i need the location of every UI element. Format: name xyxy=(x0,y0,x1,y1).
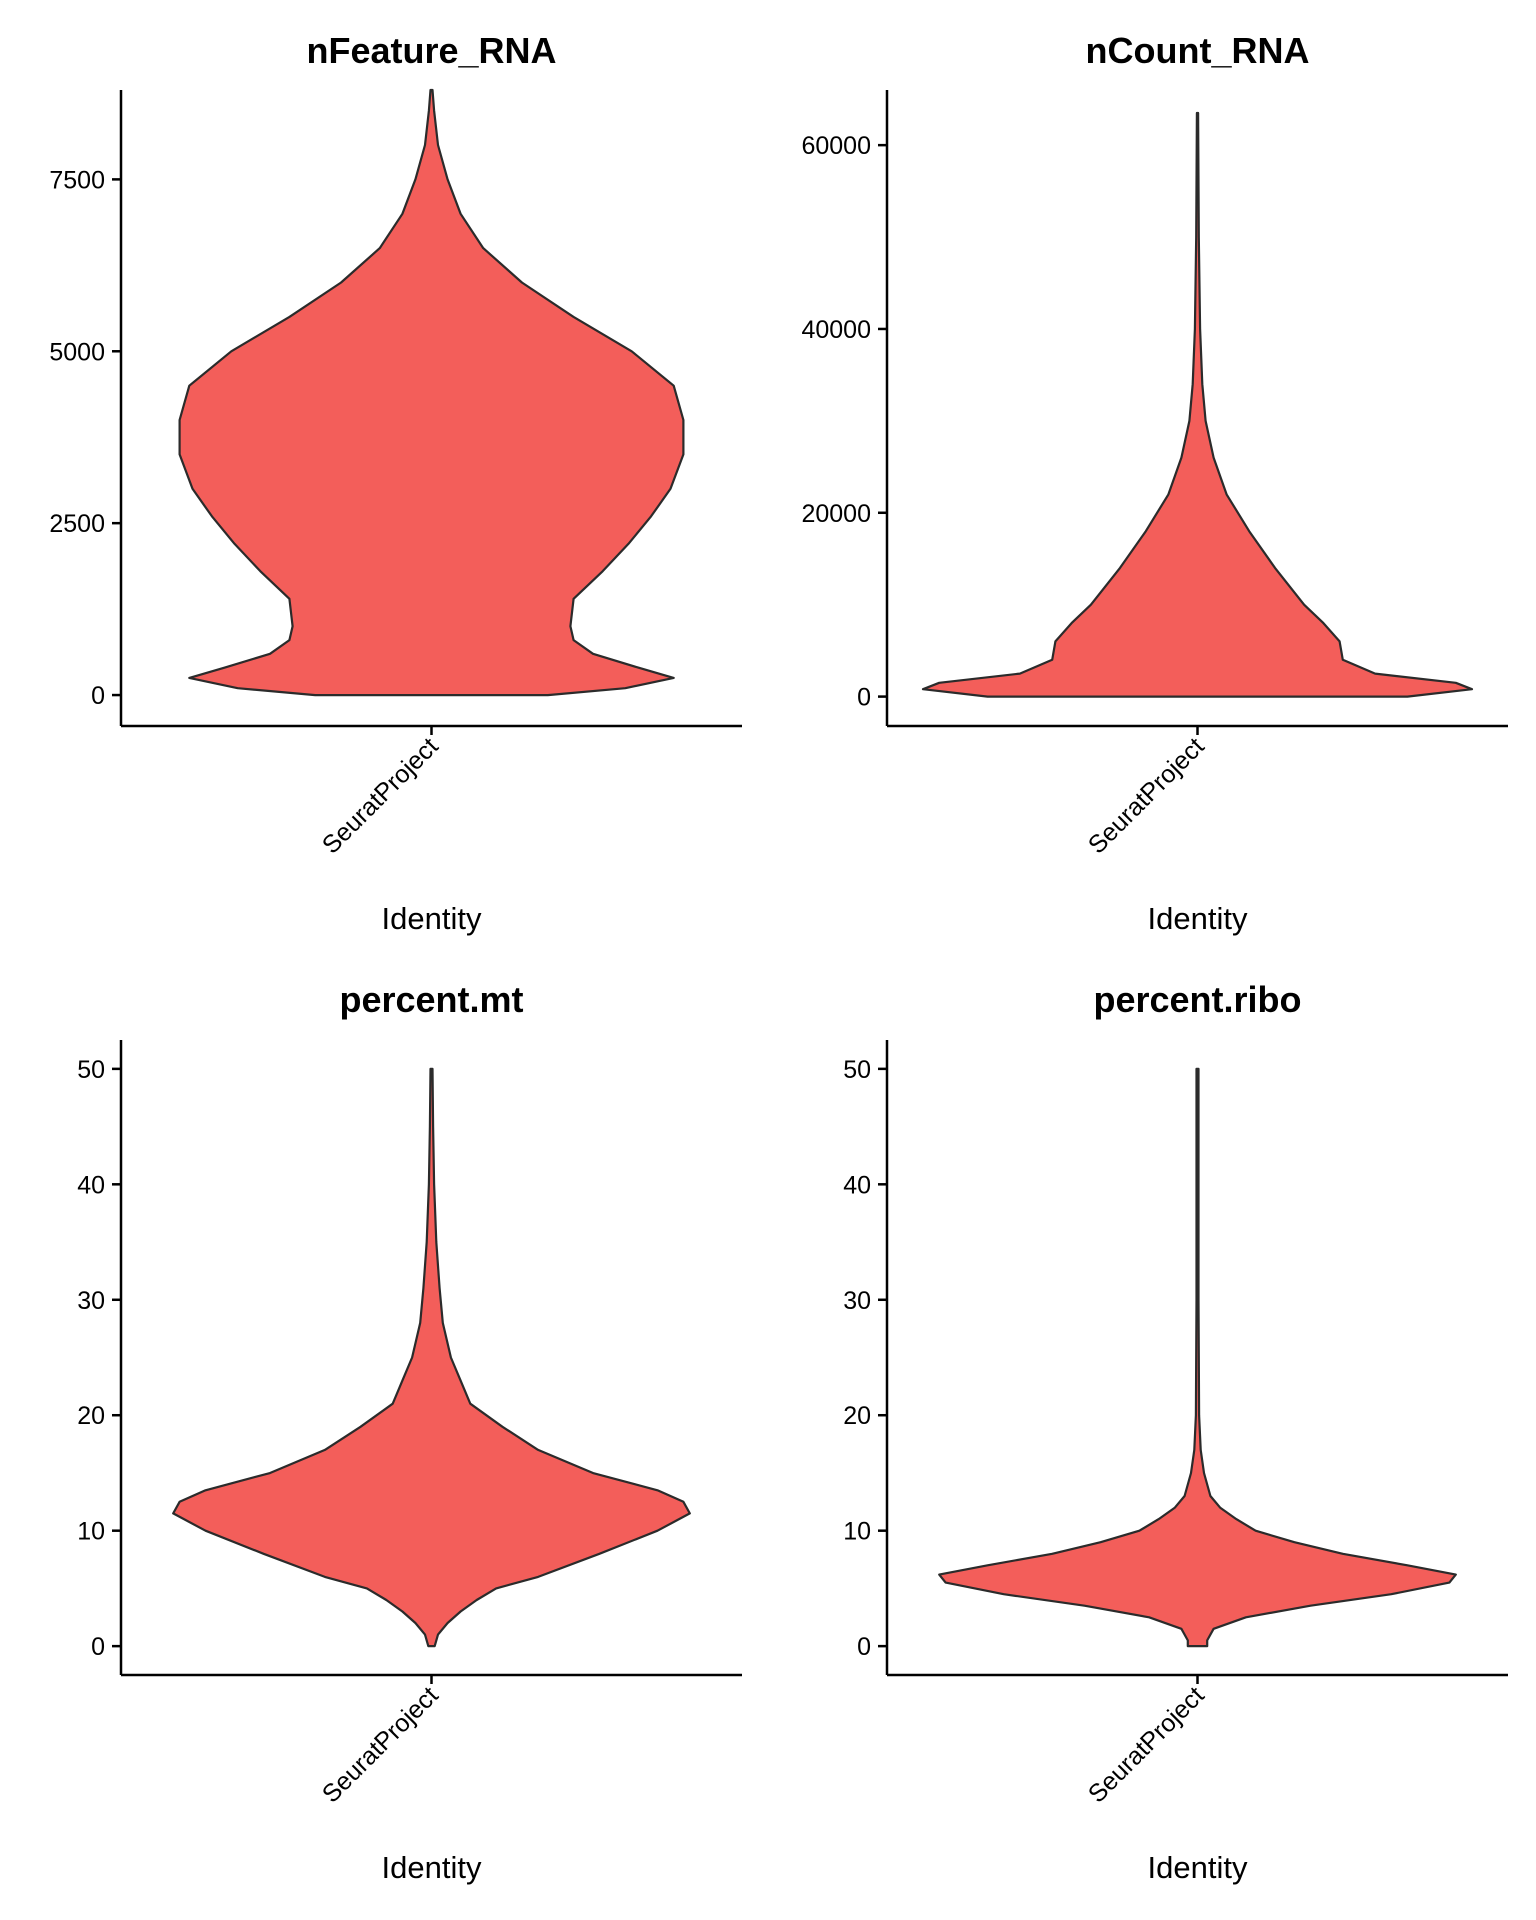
panel-3: percent.mt 0 10 20 30 40 50 SeuratProject Identi… xyxy=(77,979,742,1885)
y-tick-label: 2500 xyxy=(49,510,105,538)
x-category-label: SeuratProject xyxy=(1083,1681,1210,1808)
violin-shape xyxy=(178,88,685,697)
y-tick-label: 40 xyxy=(843,1171,871,1199)
y-tick-label: 5000 xyxy=(49,338,105,366)
x-axis-title: Identity xyxy=(382,901,482,936)
y-tick-label: 7500 xyxy=(49,166,105,194)
panel-title: percent.mt xyxy=(339,979,523,1020)
violin-shape xyxy=(938,1067,1457,1648)
x-axis-title: Identity xyxy=(382,1850,482,1885)
x-axis-title: Identity xyxy=(1148,1850,1248,1885)
panel-2: nCount_RNA 0 20000 40000 60000 SeuratProject I… xyxy=(801,30,1508,936)
y-tick-label: 50 xyxy=(843,1056,871,1084)
y-tick-label: 0 xyxy=(91,1633,105,1661)
y-tick-label: 0 xyxy=(857,1633,871,1661)
y-tick-label: 0 xyxy=(857,684,871,712)
y-tick-label: 50 xyxy=(77,1056,105,1084)
y-tick-label: 10 xyxy=(77,1518,105,1546)
y-tick-label: 0 xyxy=(91,682,105,710)
panel-title: nCount_RNA xyxy=(1086,30,1310,71)
x-axis-title: Identity xyxy=(1148,901,1248,936)
x-category-label: SeuratProject xyxy=(317,1681,444,1808)
y-tick-label: 40000 xyxy=(801,316,871,344)
y-tick-label: 10 xyxy=(843,1518,871,1546)
y-tick-label: 20 xyxy=(77,1402,105,1430)
panel-4: percent.ribo 0 10 20 30 40 50 SeuratProject Iden… xyxy=(843,979,1508,1885)
y-tick-label: 30 xyxy=(843,1287,871,1315)
panel-1: nFeature_RNA 0 2500 5000 7500 SeuratProject Id… xyxy=(49,30,742,936)
y-tick-label: 60000 xyxy=(801,132,871,160)
x-category-label: SeuratProject xyxy=(1083,732,1210,859)
y-tick-label: 20000 xyxy=(801,500,871,528)
violin-shape xyxy=(172,1067,691,1648)
panel-title: nFeature_RNA xyxy=(306,30,556,71)
violin-shape xyxy=(921,111,1474,698)
panel-title: percent.ribo xyxy=(1093,979,1301,1020)
y-tick-label: 20 xyxy=(843,1402,871,1430)
x-category-label: SeuratProject xyxy=(317,732,444,859)
y-tick-label: 30 xyxy=(77,1287,105,1315)
y-tick-label: 40 xyxy=(77,1171,105,1199)
